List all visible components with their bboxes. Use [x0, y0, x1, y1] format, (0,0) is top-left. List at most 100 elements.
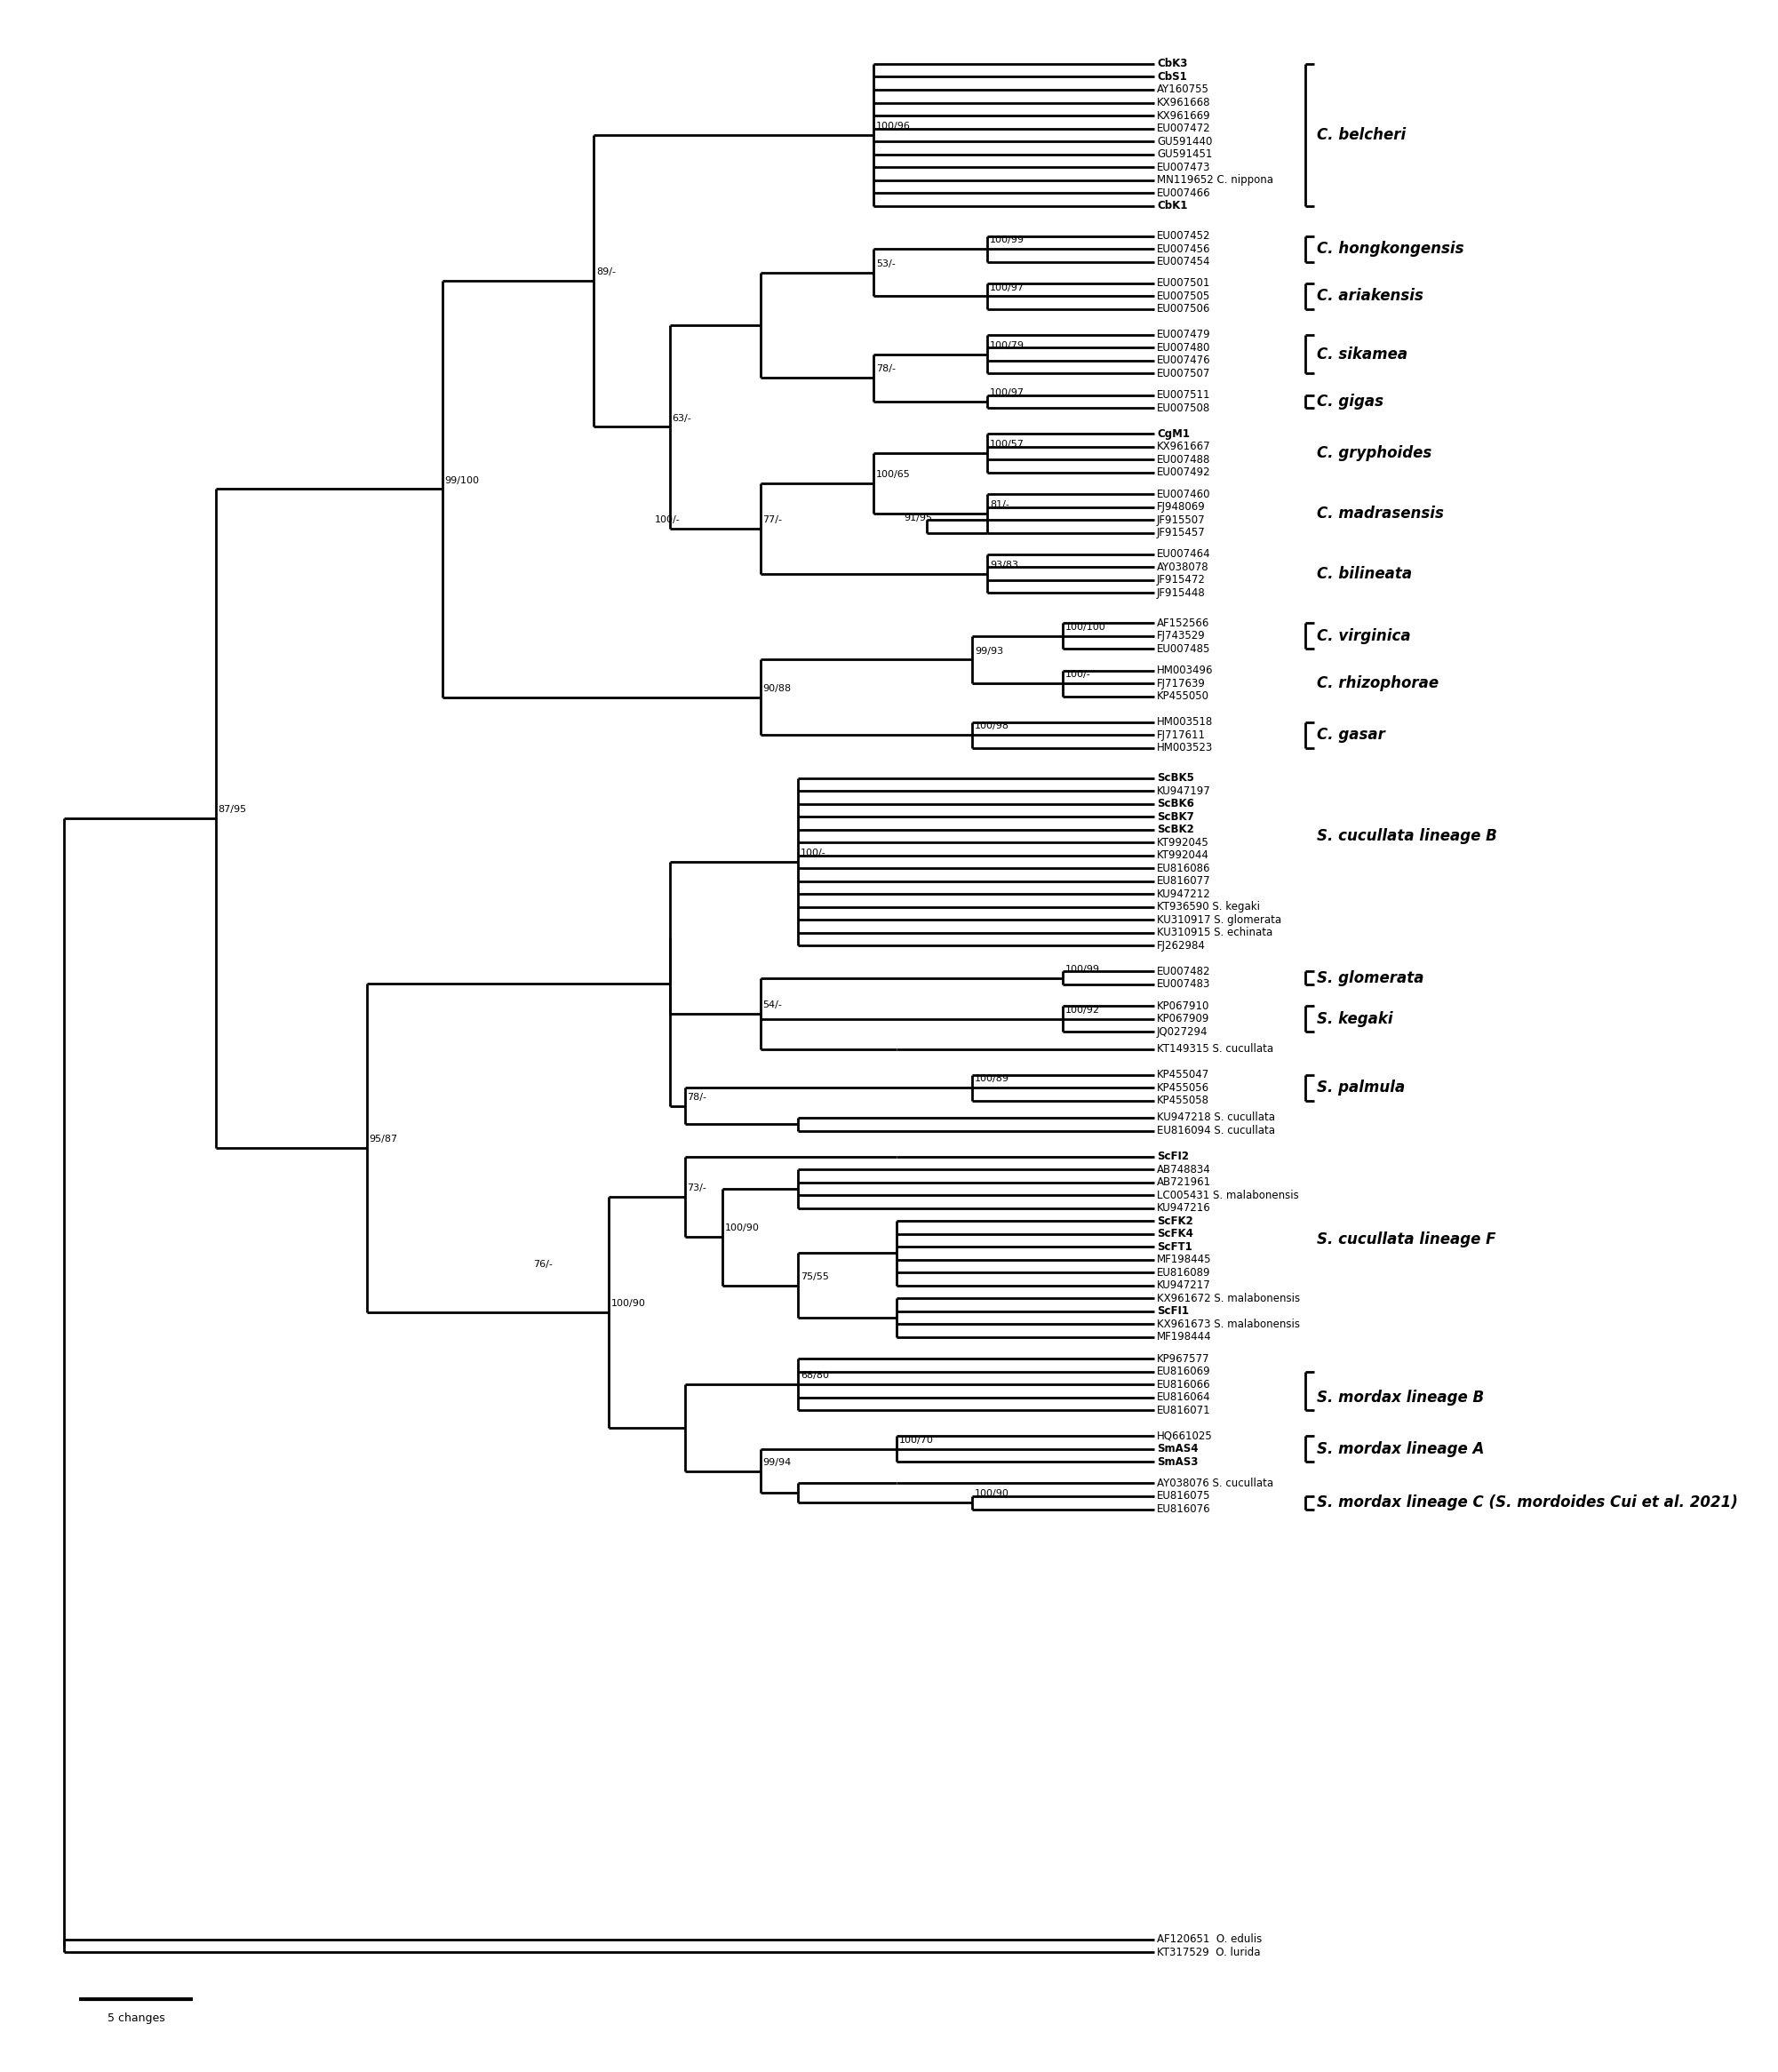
Text: HM003523: HM003523 [1157, 742, 1213, 754]
Text: EU007452: EU007452 [1157, 230, 1211, 242]
Text: 75/55: 75/55 [800, 1272, 829, 1280]
Text: 100/92: 100/92 [1065, 1005, 1101, 1015]
Text: 76/-: 76/- [533, 1260, 553, 1270]
Text: AY160755: AY160755 [1157, 85, 1209, 95]
Text: EU007501: EU007501 [1157, 278, 1211, 290]
Text: 73/-: 73/- [686, 1183, 706, 1193]
Text: EU816089: EU816089 [1157, 1266, 1211, 1278]
Text: JF915448: JF915448 [1157, 586, 1205, 599]
Text: ScFK2: ScFK2 [1157, 1214, 1193, 1227]
Text: HM003518: HM003518 [1157, 717, 1213, 727]
Text: EU007479: EU007479 [1157, 329, 1211, 340]
Text: 53/-: 53/- [877, 259, 896, 267]
Text: 100/-: 100/- [800, 850, 827, 858]
Text: S. mordax lineage C (S. mordoides Cui et al. 2021): S. mordax lineage C (S. mordoides Cui et… [1316, 1494, 1737, 1510]
Text: 78/-: 78/- [686, 1092, 706, 1102]
Text: KX961673 S. malabonensis: KX961673 S. malabonensis [1157, 1318, 1300, 1330]
Text: 100/100: 100/100 [1065, 624, 1106, 632]
Text: KX961672 S. malabonensis: KX961672 S. malabonensis [1157, 1293, 1300, 1303]
Text: LC005431 S. malabonensis: LC005431 S. malabonensis [1157, 1189, 1300, 1202]
Text: 77/-: 77/- [763, 516, 782, 524]
Text: S. palmula: S. palmula [1316, 1080, 1405, 1096]
Text: GU591451: GU591451 [1157, 149, 1213, 160]
Text: S. mordax lineage A: S. mordax lineage A [1316, 1440, 1485, 1457]
Text: SmAS3: SmAS3 [1157, 1457, 1198, 1467]
Text: EU007466: EU007466 [1157, 186, 1211, 199]
Text: EU816064: EU816064 [1157, 1392, 1211, 1403]
Text: 99/94: 99/94 [763, 1459, 791, 1467]
Text: KT936590 S. kegaki: KT936590 S. kegaki [1157, 901, 1261, 914]
Text: EU816094 S. cucullata: EU816094 S. cucullata [1157, 1125, 1275, 1135]
Text: MF198444: MF198444 [1157, 1332, 1211, 1343]
Text: 78/-: 78/- [877, 365, 896, 373]
Text: FJ717611: FJ717611 [1157, 729, 1205, 740]
Text: C. madrasensis: C. madrasensis [1316, 506, 1444, 522]
Text: FJ262984: FJ262984 [1157, 941, 1205, 951]
Text: 100/79: 100/79 [990, 342, 1024, 350]
Text: JF915472: JF915472 [1157, 574, 1205, 586]
Text: 81/-: 81/- [990, 499, 1010, 510]
Text: EU816075: EU816075 [1157, 1490, 1211, 1502]
Text: EU007464: EU007464 [1157, 549, 1211, 559]
Text: HQ661025: HQ661025 [1157, 1430, 1213, 1442]
Text: C. belcheri: C. belcheri [1316, 126, 1406, 143]
Text: EU007482: EU007482 [1157, 966, 1211, 978]
Text: KP455056: KP455056 [1157, 1082, 1209, 1094]
Text: ScBK7: ScBK7 [1157, 810, 1195, 823]
Text: 90/88: 90/88 [763, 684, 791, 692]
Text: JF915507: JF915507 [1157, 514, 1205, 526]
Text: EU007506: EU007506 [1157, 303, 1211, 315]
Text: 100/96: 100/96 [877, 122, 910, 131]
Text: 54/-: 54/- [763, 1001, 782, 1009]
Text: MN119652 C. nippona: MN119652 C. nippona [1157, 174, 1273, 186]
Text: EU007456: EU007456 [1157, 242, 1211, 255]
Text: EU007485: EU007485 [1157, 642, 1211, 655]
Text: EU816076: EU816076 [1157, 1504, 1211, 1515]
Text: 100/-: 100/- [654, 516, 679, 524]
Text: EU007505: EU007505 [1157, 290, 1211, 303]
Text: 100/90: 100/90 [725, 1225, 759, 1233]
Text: KX961669: KX961669 [1157, 110, 1211, 122]
Text: 100/97: 100/97 [990, 284, 1024, 292]
Text: EU007511: EU007511 [1157, 390, 1211, 400]
Text: MF198445: MF198445 [1157, 1254, 1211, 1266]
Text: S. cucullata lineage B: S. cucullata lineage B [1316, 829, 1497, 843]
Text: EU007483: EU007483 [1157, 978, 1211, 990]
Text: 99/100: 99/100 [444, 477, 480, 485]
Text: 91/95: 91/95 [905, 514, 933, 522]
Text: FJ948069: FJ948069 [1157, 501, 1205, 512]
Text: EU007507: EU007507 [1157, 369, 1211, 379]
Text: C. sikamea: C. sikamea [1316, 346, 1408, 363]
Text: S. glomerata: S. glomerata [1316, 970, 1424, 986]
Text: EU007473: EU007473 [1157, 162, 1211, 172]
Text: KP067909: KP067909 [1157, 1013, 1209, 1024]
Text: KP967577: KP967577 [1157, 1353, 1209, 1363]
Text: KU947218 S. cucullata: KU947218 S. cucullata [1157, 1113, 1275, 1123]
Text: ScFK4: ScFK4 [1157, 1229, 1193, 1239]
Text: GU591440: GU591440 [1157, 135, 1213, 147]
Text: KP455047: KP455047 [1157, 1069, 1209, 1080]
Text: EU007454: EU007454 [1157, 257, 1211, 267]
Text: CbK1: CbK1 [1157, 201, 1188, 211]
Text: C. gasar: C. gasar [1316, 727, 1385, 744]
Text: S. kegaki: S. kegaki [1316, 1011, 1392, 1028]
Text: ScBK6: ScBK6 [1157, 798, 1195, 810]
Text: C. virginica: C. virginica [1316, 628, 1410, 644]
Text: EU007472: EU007472 [1157, 122, 1211, 135]
Text: ScFI1: ScFI1 [1157, 1305, 1189, 1318]
Text: 100/97: 100/97 [990, 387, 1024, 398]
Text: KU947197: KU947197 [1157, 785, 1211, 796]
Text: HM003496: HM003496 [1157, 665, 1213, 675]
Text: 93/83: 93/83 [990, 559, 1019, 570]
Text: 100/70: 100/70 [900, 1436, 933, 1444]
Text: 100/89: 100/89 [974, 1075, 1010, 1084]
Text: EU816069: EU816069 [1157, 1365, 1211, 1378]
Text: C. gryphoides: C. gryphoides [1316, 445, 1431, 462]
Text: AF120651  O. edulis: AF120651 O. edulis [1157, 1933, 1262, 1946]
Text: AB748834: AB748834 [1157, 1164, 1211, 1175]
Text: ScFI2: ScFI2 [1157, 1150, 1189, 1162]
Text: 100/99: 100/99 [990, 236, 1024, 244]
Text: EU007508: EU007508 [1157, 402, 1211, 414]
Text: 63/-: 63/- [672, 414, 692, 423]
Text: AY038076 S. cucullata: AY038076 S. cucullata [1157, 1477, 1273, 1490]
